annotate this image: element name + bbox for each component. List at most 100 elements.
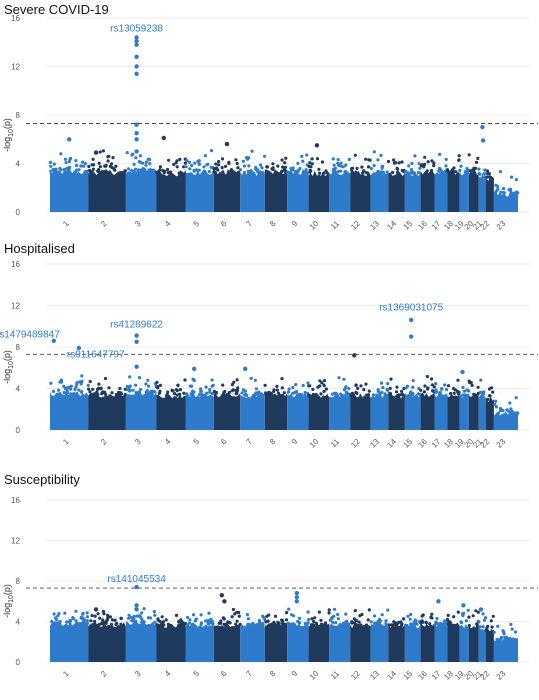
snp-point <box>237 614 241 618</box>
snp-point <box>408 391 412 395</box>
snp-point <box>452 387 456 391</box>
snp-point <box>101 609 105 613</box>
snp-point <box>139 388 143 392</box>
snp-point <box>496 411 500 415</box>
snp-point <box>294 170 298 174</box>
chromosome-band-1 <box>50 169 89 212</box>
snp-point <box>344 385 348 389</box>
snp-point <box>134 167 138 171</box>
snp-point <box>75 392 79 396</box>
snp-point <box>514 178 519 182</box>
snp-point <box>510 175 514 179</box>
snp-point <box>392 158 396 162</box>
snp-point <box>119 616 123 620</box>
snp-point <box>291 166 295 170</box>
snp-point <box>198 393 202 397</box>
snp-point <box>49 164 53 168</box>
chromosome-band-23 <box>493 637 518 662</box>
snp-point <box>106 155 110 159</box>
snp-point <box>324 387 328 391</box>
snp-point <box>132 617 136 621</box>
snp-point <box>85 621 89 626</box>
snp-point <box>425 374 429 379</box>
snp-point <box>336 617 340 621</box>
snp-point <box>463 393 467 397</box>
x-tick-label: 8 <box>268 437 278 447</box>
snp-point <box>513 630 518 634</box>
y-tick-label: 16 <box>11 260 20 269</box>
snp-point <box>394 161 398 165</box>
snp-point <box>184 165 188 169</box>
snp-point <box>186 615 190 620</box>
snp-point <box>311 387 315 391</box>
snp-point <box>71 617 76 621</box>
snp-point <box>231 388 235 392</box>
snp-point <box>290 622 294 626</box>
snp-point <box>184 392 188 396</box>
snp-point <box>375 393 379 397</box>
snp-point <box>396 167 400 171</box>
x-tick-label: 10 <box>308 437 321 450</box>
snp-point <box>233 612 237 616</box>
chromosome-band-21 <box>478 394 487 430</box>
snp-point <box>276 164 280 168</box>
snp-point <box>443 383 447 387</box>
snp-point <box>354 618 358 622</box>
x-tick-label: 3 <box>133 219 143 229</box>
peak-point <box>134 333 139 338</box>
snp-point <box>161 169 165 173</box>
snp-point <box>129 615 134 620</box>
snp-point <box>501 629 505 633</box>
snp-point <box>111 156 115 160</box>
snp-point <box>281 165 285 169</box>
snp-point <box>85 619 89 623</box>
snp-point <box>491 614 495 618</box>
snp-point <box>498 409 503 413</box>
snp-point <box>322 171 326 175</box>
y-tick-label: 12 <box>11 537 20 546</box>
snp-point <box>118 386 122 391</box>
snp-point <box>62 390 66 395</box>
y-tick-label: 8 <box>16 343 21 352</box>
snp-point <box>263 383 267 387</box>
snp-point <box>158 389 162 393</box>
snp-point <box>411 379 415 383</box>
snp-point <box>283 165 287 169</box>
snp-point <box>80 374 84 378</box>
x-tick-label: 1 <box>61 669 71 679</box>
snp-point <box>264 391 268 395</box>
snp-point <box>367 389 371 393</box>
snp-point <box>447 620 452 624</box>
x-tick-label: 9 <box>290 437 300 447</box>
chromosome-band-17 <box>434 392 448 430</box>
snp-point <box>214 162 218 166</box>
x-tick-label: 2 <box>99 437 109 447</box>
snp-point <box>388 386 392 390</box>
snp-point <box>331 157 335 161</box>
y-tick-label: 16 <box>11 496 20 505</box>
snp-point <box>104 393 108 397</box>
snp-point <box>223 164 228 168</box>
chromosome-band-15 <box>404 393 421 430</box>
snp-point <box>389 377 393 381</box>
snp-point <box>242 164 247 168</box>
chromosome-band-11 <box>329 622 351 662</box>
chromosome-band-9 <box>287 169 309 212</box>
snp-point <box>149 389 153 393</box>
x-tick-label: 13 <box>368 669 381 682</box>
snp-point <box>77 388 81 392</box>
snp-point <box>308 161 312 165</box>
snp-point <box>494 399 498 403</box>
snp-point <box>140 611 144 615</box>
snp-point <box>265 170 269 174</box>
peak-point <box>134 42 139 47</box>
snp-point <box>355 166 359 170</box>
chromosome-band-13 <box>370 623 389 662</box>
snp-point <box>502 190 506 195</box>
snp-point <box>74 619 78 623</box>
snp-point <box>470 383 474 387</box>
x-tick-label: 5 <box>192 219 202 229</box>
snp-point <box>509 407 513 411</box>
snp-point <box>474 609 478 613</box>
chromosome-band-4 <box>156 623 186 662</box>
